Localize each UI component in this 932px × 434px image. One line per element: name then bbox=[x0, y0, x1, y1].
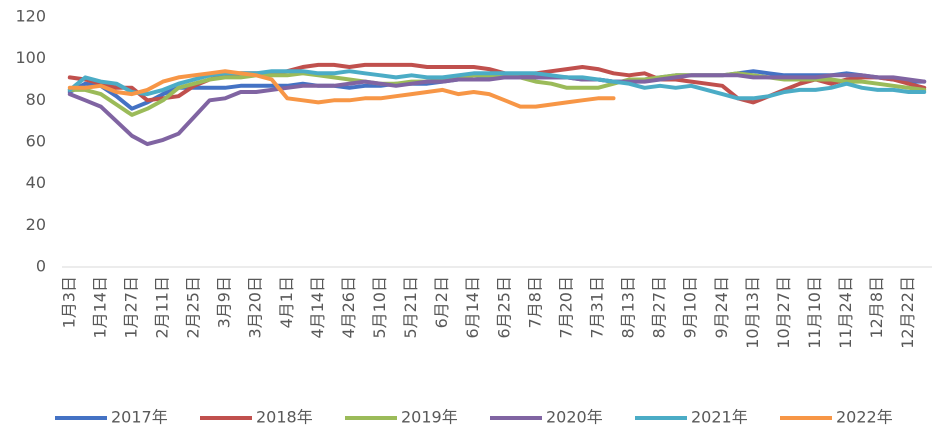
x-tick-label: 1月27日 bbox=[121, 276, 140, 339]
x-tick-label: 3月20日 bbox=[246, 276, 265, 339]
series-line bbox=[67, 69, 616, 109]
y-tick-label: 60 bbox=[26, 132, 46, 151]
x-tick-label: 7月20日 bbox=[556, 276, 575, 339]
y-tick-label: 0 bbox=[36, 257, 46, 276]
x-tick-label: 2月11日 bbox=[152, 276, 171, 339]
x-tick-label: 9月10日 bbox=[681, 276, 700, 339]
legend-label: 2021年 bbox=[691, 408, 748, 427]
x-tick-label: 12月22日 bbox=[898, 276, 917, 349]
x-tick-label: 1月14日 bbox=[90, 276, 109, 339]
legend-label: 2022年 bbox=[836, 408, 893, 427]
series-line bbox=[67, 73, 927, 147]
x-tick-label: 7月8日 bbox=[525, 276, 544, 328]
x-tick-label: 10月13日 bbox=[743, 276, 762, 349]
x-tick-label: 6月14日 bbox=[463, 276, 482, 339]
y-tick-label: 100 bbox=[15, 48, 46, 67]
legend-label: 2017年 bbox=[111, 408, 168, 427]
legend-label: 2020年 bbox=[546, 408, 603, 427]
x-tick-label: 4月1日 bbox=[277, 276, 296, 328]
x-tick-label: 12月8日 bbox=[867, 276, 886, 339]
x-tick-label: 5月21日 bbox=[401, 276, 420, 339]
y-tick-label: 20 bbox=[26, 215, 46, 234]
x-tick-label: 6月25日 bbox=[494, 276, 513, 339]
x-tick-label: 8月13日 bbox=[619, 276, 638, 339]
x-tick-label: 11月10日 bbox=[805, 276, 824, 349]
x-tick-label: 2月25日 bbox=[184, 276, 203, 339]
legend-label: 2019年 bbox=[401, 408, 458, 427]
x-tick-label: 1月3日 bbox=[59, 276, 78, 328]
x-tick-label: 6月2日 bbox=[432, 276, 451, 328]
x-tick-label: 3月9日 bbox=[215, 276, 234, 328]
x-tick-label: 10月27日 bbox=[774, 276, 793, 349]
y-tick-label: 40 bbox=[26, 173, 46, 192]
x-tick-label: 8月27日 bbox=[650, 276, 669, 339]
x-tick-label: 4月14日 bbox=[308, 276, 327, 339]
y-tick-label: 120 bbox=[15, 7, 46, 26]
x-tick-label: 7月31日 bbox=[587, 276, 606, 339]
x-tick-label: 4月26日 bbox=[339, 276, 358, 339]
x-tick-label: 9月24日 bbox=[712, 276, 731, 339]
y-tick-label: 80 bbox=[26, 90, 46, 109]
legend-label: 2018年 bbox=[256, 408, 313, 427]
x-tick-label: 5月10日 bbox=[370, 276, 389, 339]
x-tick-label: 11月24日 bbox=[836, 276, 855, 349]
